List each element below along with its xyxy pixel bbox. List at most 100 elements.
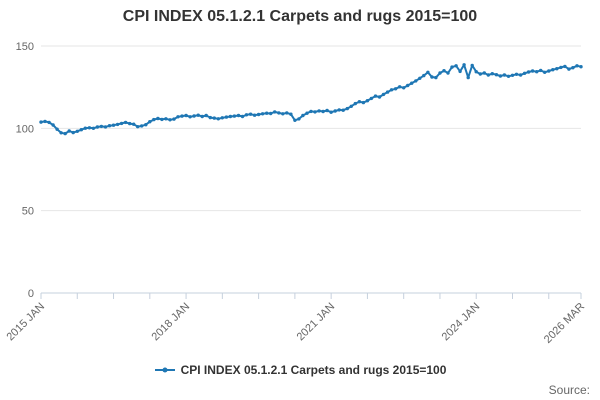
data-point[interactable] bbox=[43, 119, 47, 124]
data-point[interactable] bbox=[297, 117, 301, 121]
data-point[interactable] bbox=[132, 122, 136, 126]
data-point[interactable] bbox=[365, 99, 370, 103]
data-point[interactable] bbox=[156, 116, 160, 121]
data-point[interactable] bbox=[381, 92, 386, 97]
data-point[interactable] bbox=[434, 75, 438, 80]
data-point[interactable] bbox=[164, 117, 168, 121]
data-point[interactable] bbox=[385, 90, 390, 94]
data-point[interactable] bbox=[571, 66, 575, 70]
data-point[interactable] bbox=[470, 63, 474, 68]
data-point[interactable] bbox=[458, 69, 462, 74]
data-point[interactable] bbox=[454, 64, 458, 68]
data-point[interactable] bbox=[373, 94, 378, 98]
legend-item[interactable]: CPI INDEX 05.1.2.1 Carpets and rugs 2015… bbox=[154, 363, 446, 377]
data-point[interactable] bbox=[422, 73, 426, 78]
data-point[interactable] bbox=[180, 114, 184, 118]
data-point[interactable] bbox=[535, 70, 539, 74]
data-point[interactable] bbox=[119, 121, 124, 126]
data-point[interactable] bbox=[446, 71, 450, 75]
data-point[interactable] bbox=[418, 76, 422, 81]
data-point[interactable] bbox=[563, 64, 567, 69]
data-point[interactable] bbox=[530, 69, 535, 73]
data-point[interactable] bbox=[160, 117, 164, 122]
data-point[interactable] bbox=[333, 109, 337, 113]
data-point[interactable] bbox=[575, 64, 579, 68]
data-point[interactable] bbox=[256, 112, 261, 117]
data-point[interactable] bbox=[228, 114, 233, 119]
data-point[interactable] bbox=[265, 111, 269, 115]
data-point[interactable] bbox=[212, 116, 216, 120]
data-point[interactable] bbox=[95, 125, 100, 129]
data-point[interactable] bbox=[313, 110, 317, 114]
data-point[interactable] bbox=[345, 106, 349, 111]
data-point[interactable] bbox=[398, 85, 402, 89]
data-point[interactable] bbox=[269, 111, 273, 116]
data-point[interactable] bbox=[353, 101, 357, 106]
data-point[interactable] bbox=[285, 111, 289, 115]
data-point[interactable] bbox=[224, 115, 229, 119]
data-point[interactable] bbox=[317, 109, 321, 113]
data-point[interactable] bbox=[188, 115, 192, 119]
data-point[interactable] bbox=[123, 120, 128, 125]
data-point[interactable] bbox=[47, 120, 51, 125]
data-point[interactable] bbox=[325, 108, 329, 113]
data-point[interactable] bbox=[107, 124, 112, 128]
data-point[interactable] bbox=[321, 109, 325, 114]
data-point[interactable] bbox=[136, 125, 140, 129]
data-point[interactable] bbox=[99, 124, 104, 129]
data-point[interactable] bbox=[148, 120, 152, 124]
data-point[interactable] bbox=[349, 104, 353, 109]
data-point[interactable] bbox=[410, 81, 414, 85]
data-point[interactable] bbox=[450, 65, 454, 69]
data-point[interactable] bbox=[555, 67, 559, 71]
data-point[interactable] bbox=[281, 112, 285, 116]
data-point[interactable] bbox=[494, 73, 499, 77]
data-point[interactable] bbox=[103, 125, 108, 129]
data-point[interactable] bbox=[369, 96, 374, 101]
data-point[interactable] bbox=[543, 70, 547, 75]
data-point[interactable] bbox=[357, 100, 362, 104]
data-point[interactable] bbox=[277, 111, 281, 115]
data-point[interactable] bbox=[309, 109, 313, 114]
data-point[interactable] bbox=[196, 113, 200, 117]
data-point[interactable] bbox=[393, 87, 398, 91]
data-point[interactable] bbox=[172, 117, 176, 121]
data-point[interactable] bbox=[140, 124, 144, 128]
data-point[interactable] bbox=[486, 73, 490, 77]
data-point[interactable] bbox=[567, 67, 571, 71]
data-point[interactable] bbox=[526, 70, 531, 74]
data-point[interactable] bbox=[63, 131, 67, 136]
data-point[interactable] bbox=[273, 110, 277, 114]
data-point[interactable] bbox=[547, 69, 551, 73]
data-point[interactable] bbox=[337, 108, 341, 112]
data-point[interactable] bbox=[539, 68, 543, 73]
data-point[interactable] bbox=[305, 111, 309, 115]
data-point[interactable] bbox=[184, 113, 188, 118]
data-point[interactable] bbox=[559, 65, 563, 70]
data-point[interactable] bbox=[414, 79, 418, 83]
data-point[interactable] bbox=[341, 108, 345, 112]
data-point[interactable] bbox=[474, 70, 478, 74]
data-point[interactable] bbox=[51, 123, 55, 127]
data-point[interactable] bbox=[59, 131, 63, 135]
data-point[interactable] bbox=[442, 69, 446, 73]
data-point[interactable] bbox=[152, 117, 156, 122]
data-point[interactable] bbox=[522, 71, 527, 76]
data-point[interactable] bbox=[482, 71, 486, 75]
data-point[interactable] bbox=[260, 112, 265, 116]
data-point[interactable] bbox=[466, 75, 470, 80]
data-point[interactable] bbox=[430, 75, 434, 79]
data-point[interactable] bbox=[244, 113, 249, 117]
data-point[interactable] bbox=[301, 113, 305, 118]
data-point[interactable] bbox=[75, 129, 80, 133]
data-point[interactable] bbox=[329, 110, 333, 114]
data-point[interactable] bbox=[67, 129, 71, 133]
data-point[interactable] bbox=[252, 113, 257, 117]
data-point[interactable] bbox=[490, 72, 494, 76]
data-point[interactable] bbox=[71, 130, 75, 135]
data-point[interactable] bbox=[176, 115, 180, 119]
data-point[interactable] bbox=[200, 114, 204, 119]
data-point[interactable] bbox=[478, 72, 482, 76]
data-point[interactable] bbox=[389, 88, 394, 92]
data-point[interactable] bbox=[248, 112, 253, 116]
